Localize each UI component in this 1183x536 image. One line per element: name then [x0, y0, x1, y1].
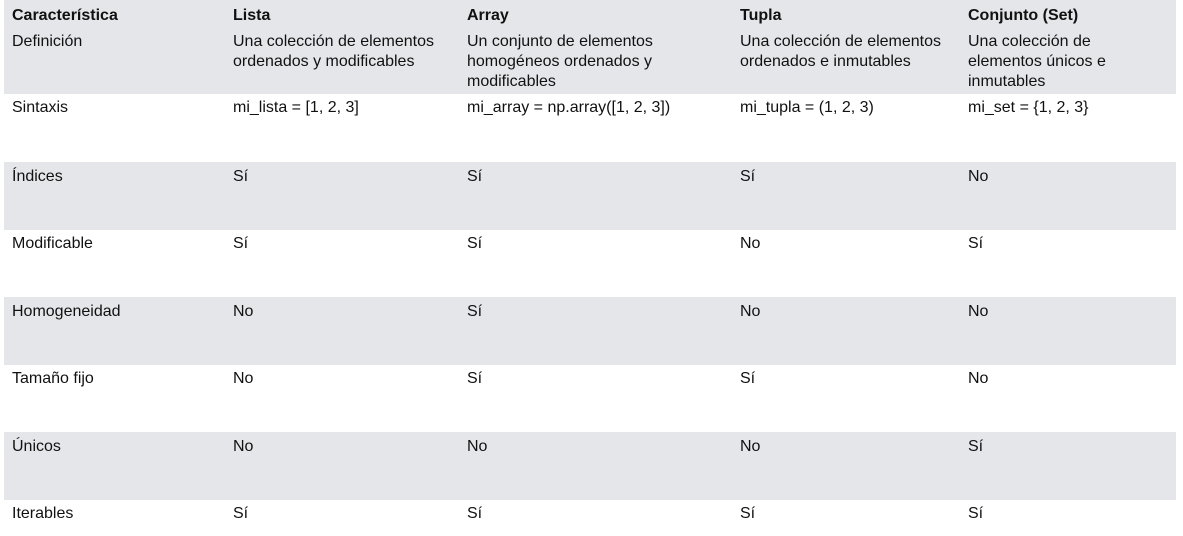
comparison-table: Característica Lista Array Tupla Conjunt… [4, 0, 1176, 536]
table-cell: Sí [467, 303, 483, 320]
table-row-homogeneidad: Homogeneidad No Sí No No [4, 297, 1176, 365]
table-row-indices: Índices Sí Sí Sí No [4, 162, 1176, 230]
table-cell: Una colección de elementos únicos e inmu… [968, 33, 1106, 90]
table-cell: Sí [740, 370, 756, 387]
table-cell: Sí [233, 505, 249, 522]
row-label: Sintaxis [12, 99, 69, 116]
table-cell: mi_lista = [1, 2, 3] [233, 99, 359, 116]
table-cell: No [740, 438, 761, 455]
header-cell-lista: Lista [233, 7, 271, 24]
table-cell: Una colección de elementos ordenados y m… [233, 33, 435, 70]
table-row-unicos: Únicos No No No Sí [4, 432, 1176, 500]
table-cell: No [968, 168, 989, 185]
table-cell: No [233, 370, 254, 387]
table-row-definicion: Definición Una colección de elementos or… [4, 29, 1176, 94]
table-cell: Sí [740, 505, 756, 522]
row-label: Tamaño fijo [12, 370, 94, 387]
row-label: Únicos [12, 438, 61, 455]
row-label: Iterables [12, 505, 74, 522]
table-cell: Sí [467, 505, 483, 522]
table-cell: No [467, 438, 488, 455]
table-cell: Sí [467, 235, 483, 252]
table-cell: Sí [968, 505, 984, 522]
table-cell: Un conjunto de elementos homogéneos orde… [467, 33, 653, 90]
table-row-tamano-fijo: Tamaño fijo No Sí Sí No [4, 365, 1176, 432]
table-row-sintaxis: Sintaxis mi_lista = [1, 2, 3] mi_array =… [4, 94, 1176, 162]
table-cell: Una colección de elementos ordenados e i… [740, 33, 942, 70]
table-row-iterables: Iterables Sí Sí Sí Sí [4, 500, 1176, 536]
header-cell-tupla: Tupla [740, 7, 782, 24]
table-cell: No [740, 235, 761, 252]
table-cell: No [233, 303, 254, 320]
table-cell: No [233, 438, 254, 455]
table-cell: Sí [968, 438, 984, 455]
table-cell: mi_array = np.array([1, 2, 3]) [467, 99, 671, 116]
table-cell: Sí [233, 235, 249, 252]
header-cell-conjunto: Conjunto (Set) [968, 7, 1079, 24]
header-cell-caracteristica: Característica [12, 7, 118, 24]
row-label: Definición [12, 33, 83, 50]
table-cell: Sí [467, 168, 483, 185]
table-row-modificable: Modificable Sí Sí No Sí [4, 230, 1176, 297]
row-label: Modificable [12, 235, 93, 252]
table-header-row: Característica Lista Array Tupla Conjunt… [4, 0, 1176, 29]
row-label: Índices [12, 168, 63, 185]
table-cell: mi_set = {1, 2, 3} [968, 99, 1089, 116]
table-cell: No [968, 370, 989, 387]
table-cell: Sí [968, 235, 984, 252]
table-cell: No [968, 303, 989, 320]
table-cell: Sí [467, 370, 483, 387]
table-cell: Sí [740, 168, 756, 185]
table-cell: No [740, 303, 761, 320]
table-cell: Sí [233, 168, 249, 185]
header-cell-array: Array [467, 7, 509, 24]
table-cell: mi_tupla = (1, 2, 3) [740, 99, 874, 116]
row-label: Homogeneidad [12, 303, 121, 320]
